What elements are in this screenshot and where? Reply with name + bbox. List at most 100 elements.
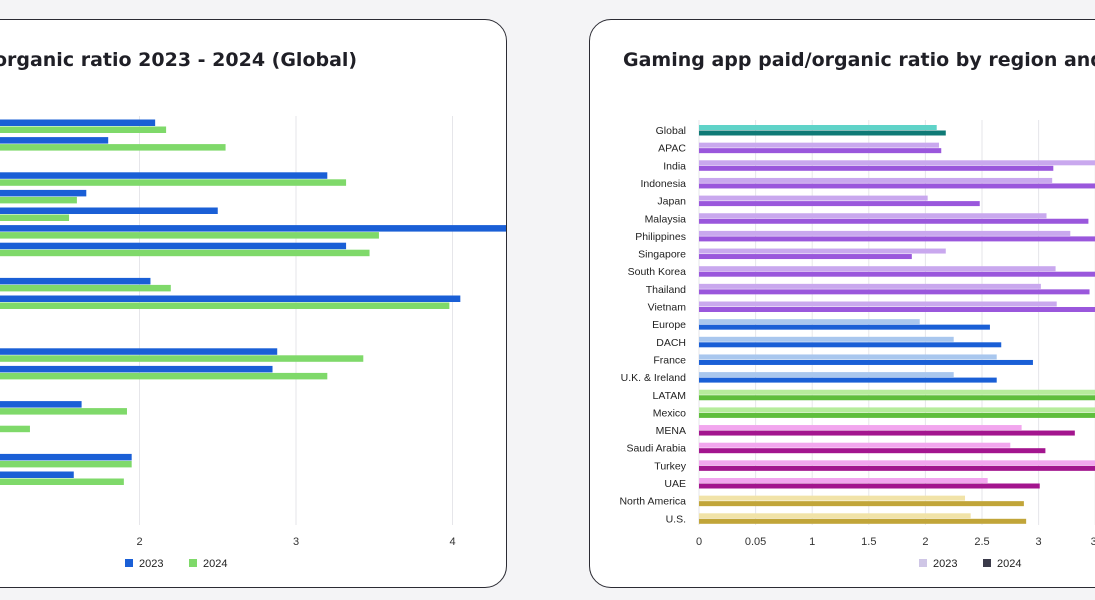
bar-2024 bbox=[699, 377, 997, 383]
bar-2023 bbox=[0, 453, 132, 461]
bar-2024 bbox=[0, 232, 379, 239]
bar-2024 bbox=[0, 284, 171, 292]
legend-swatch-2023 bbox=[125, 559, 133, 567]
category-label: Malaysia bbox=[645, 213, 687, 225]
legend-swatch-2024 bbox=[189, 559, 197, 567]
category-label: Europe bbox=[652, 319, 686, 331]
category-label: North America bbox=[619, 496, 686, 508]
category-label: Vietnam bbox=[648, 302, 687, 314]
bar-2023 bbox=[0, 242, 347, 250]
x-tick-label: 0 bbox=[696, 536, 702, 548]
category-label: South Korea bbox=[628, 266, 687, 278]
x-tick-label: 1 bbox=[809, 536, 815, 548]
bar-2023 bbox=[699, 319, 920, 325]
category-label: DACH bbox=[656, 337, 686, 349]
bar-2023 bbox=[699, 513, 971, 519]
bar-2023 bbox=[0, 295, 461, 302]
bar-2024 bbox=[699, 359, 1033, 365]
chart-card-region-ratio: Gaming app paid/organic ratio by region … bbox=[589, 19, 1095, 588]
bar-2024 bbox=[0, 355, 364, 362]
bar-2023 bbox=[699, 442, 1011, 448]
bar-2023 bbox=[699, 125, 937, 130]
bar-2023 bbox=[0, 189, 87, 197]
category-label: Japan bbox=[657, 196, 686, 208]
category-label: U.S. bbox=[666, 513, 686, 525]
category-label: India bbox=[663, 160, 686, 172]
bar-2024 bbox=[0, 126, 167, 133]
x-tick-label: 4 bbox=[449, 536, 455, 548]
legend-label-2023: 2023 bbox=[139, 558, 163, 570]
legend-swatch-2023 bbox=[919, 559, 927, 567]
bar-2023 bbox=[699, 195, 928, 201]
bar-2024 bbox=[699, 395, 1095, 401]
bar-2024 bbox=[699, 448, 1046, 454]
bar-2024 bbox=[699, 518, 1027, 524]
bar-2023 bbox=[699, 354, 997, 360]
x-tick-label: 1.5 bbox=[861, 536, 876, 548]
category-label: Philippines bbox=[635, 231, 686, 243]
bar-2024 bbox=[0, 425, 30, 433]
bar-2023 bbox=[699, 372, 954, 378]
category-label: Singapore bbox=[638, 249, 686, 261]
chart-title: Gaming app paid/organic ratio by region … bbox=[623, 49, 1095, 71]
chart-title: /organic ratio 2023 - 2024 (Global) bbox=[0, 49, 358, 71]
bar-2023 bbox=[0, 348, 278, 355]
bar-2023 bbox=[0, 137, 109, 144]
legend-label-2023: 2023 bbox=[933, 558, 957, 570]
bar-2023 bbox=[699, 160, 1095, 166]
x-tick-label: 2.5 bbox=[974, 536, 989, 548]
bar-2023 bbox=[699, 248, 946, 254]
bar-2024 bbox=[699, 307, 1095, 312]
category-label: Turkey bbox=[654, 460, 686, 472]
bar-2023 bbox=[699, 407, 1095, 413]
category-label: APAC bbox=[658, 143, 686, 155]
bar-2024 bbox=[0, 179, 347, 186]
bar-2024 bbox=[699, 289, 1090, 295]
bar-2023 bbox=[699, 142, 939, 148]
category-label: U.K. & Ireland bbox=[621, 372, 687, 384]
bar-2024 bbox=[0, 408, 127, 415]
bar-2024 bbox=[699, 201, 980, 207]
bar-2024 bbox=[0, 214, 70, 221]
bar-2024 bbox=[699, 412, 1095, 418]
bar-2024 bbox=[699, 324, 990, 330]
bar-2024 bbox=[0, 478, 124, 485]
bar-2024 bbox=[699, 430, 1075, 436]
legend-label-2024: 2024 bbox=[203, 558, 227, 570]
bar-2024 bbox=[699, 465, 1095, 471]
bar-2023 bbox=[699, 283, 1041, 289]
category-label: LATAM bbox=[653, 390, 686, 402]
x-tick-label: 3. bbox=[1091, 536, 1095, 548]
legend-swatch-2024 bbox=[983, 559, 991, 567]
x-tick-label: 3 bbox=[293, 536, 299, 548]
bar-2023 bbox=[0, 119, 156, 126]
bar-2024 bbox=[0, 302, 450, 309]
category-label: Mexico bbox=[653, 407, 686, 419]
category-label: France bbox=[653, 354, 686, 366]
bar-2024 bbox=[699, 130, 946, 136]
bar-chart-global: 23456720232024 bbox=[0, 116, 506, 570]
x-tick-label: 0.05 bbox=[745, 536, 766, 548]
bar-2023 bbox=[0, 365, 273, 373]
bar-2023 bbox=[0, 225, 506, 232]
category-label: Global bbox=[656, 125, 686, 137]
category-label: MENA bbox=[656, 425, 686, 437]
bar-2024 bbox=[699, 271, 1095, 277]
bar-2023 bbox=[0, 471, 74, 478]
bar-2024 bbox=[0, 144, 226, 151]
bar-2023 bbox=[699, 301, 1057, 307]
category-label: UAE bbox=[664, 478, 686, 490]
bar-2023 bbox=[699, 425, 1022, 431]
chart-card-global-ratio: /organic ratio 2023 - 2024 (Global) 2345… bbox=[0, 19, 507, 588]
bar-2023 bbox=[699, 478, 988, 483]
bar-2024 bbox=[0, 249, 370, 257]
bar-2024 bbox=[699, 165, 1054, 171]
bar-2023 bbox=[699, 213, 1047, 219]
bar-2023 bbox=[699, 266, 1056, 272]
bar-2024 bbox=[699, 183, 1095, 189]
bar-2023 bbox=[699, 495, 966, 501]
x-tick-label: 2 bbox=[136, 536, 142, 548]
category-label: Thailand bbox=[646, 284, 686, 296]
bar-2024 bbox=[699, 218, 1089, 224]
bar-2023 bbox=[699, 230, 1071, 236]
